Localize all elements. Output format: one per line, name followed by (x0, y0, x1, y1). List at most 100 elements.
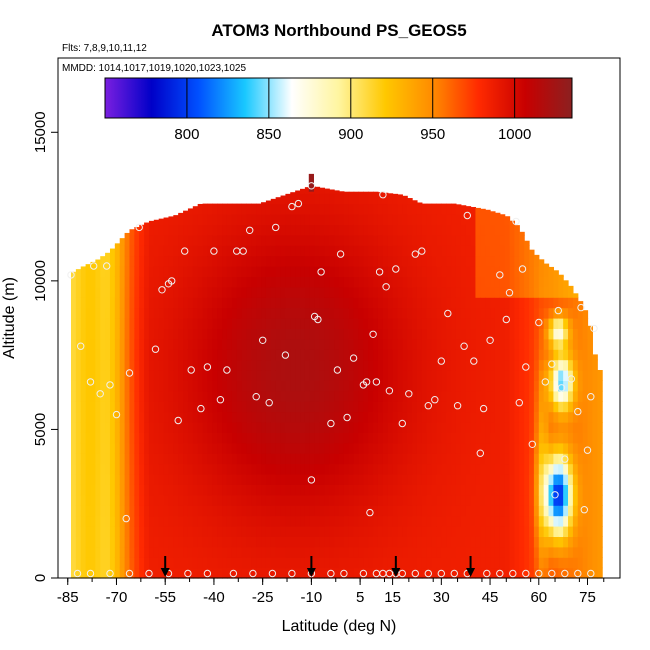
heatmap-cell (300, 370, 306, 381)
heatmap-cell (202, 307, 209, 319)
heatmap-cell (246, 318, 252, 329)
heatmap-cell (187, 297, 194, 309)
heatmap-cell (334, 474, 340, 485)
heatmap-cell (134, 234, 140, 246)
heatmap-cell (158, 276, 165, 288)
heatmap-cell (563, 474, 569, 485)
heatmap-cell (348, 370, 355, 381)
sample-point (268, 569, 277, 578)
sample-point (437, 357, 445, 365)
heatmap-cell (144, 505, 150, 517)
heatmap-cell (95, 494, 101, 506)
heatmap-cell (475, 494, 481, 506)
sample-point (470, 357, 478, 365)
heatmap-cell (485, 463, 491, 475)
heatmap-cell (358, 245, 364, 257)
heatmap-cell (173, 526, 179, 537)
heatmap-cell (548, 515, 554, 527)
heatmap-cell (295, 276, 301, 288)
heatmap-cell (504, 463, 511, 475)
heatmap-cell (226, 349, 233, 361)
heatmap-cell (231, 266, 238, 277)
sample-point (583, 446, 592, 454)
heatmap-cell (485, 307, 491, 319)
heatmap-cell (236, 442, 243, 454)
heatmap-cell (100, 411, 106, 423)
heatmap-cell (187, 318, 194, 329)
heatmap-cell (163, 370, 170, 381)
heatmap-cell (538, 401, 545, 413)
heatmap-cell (290, 557, 296, 569)
sample-point (307, 476, 316, 484)
heatmap-cell (480, 536, 486, 548)
heatmap-cell (105, 255, 111, 267)
heatmap-cell (173, 505, 179, 517)
heatmap-cell (197, 526, 204, 537)
heatmap-cell (95, 359, 101, 371)
heatmap-cell (217, 297, 223, 309)
heatmap-cell (251, 359, 257, 371)
heatmap-cell (319, 515, 325, 527)
heatmap-cell (241, 349, 248, 361)
heatmap-cell (212, 359, 218, 371)
heatmap-cell (134, 307, 140, 319)
heatmap-cell (295, 505, 301, 517)
sample-point (106, 381, 114, 389)
heatmap-cell (246, 234, 252, 246)
heatmap-cell (553, 453, 559, 465)
heatmap-cell (538, 536, 545, 548)
heatmap-cell (285, 453, 291, 465)
heatmap-cell (231, 370, 238, 381)
heatmap-cell (265, 390, 272, 402)
heatmap-cell (480, 390, 486, 402)
heatmap-cell (202, 349, 209, 361)
heatmap-cell (70, 286, 77, 298)
heatmap-cell (353, 297, 360, 309)
heatmap-cell (382, 349, 389, 361)
heatmap-cell (134, 255, 140, 267)
heatmap-cell (236, 318, 243, 329)
heatmap-cell (178, 474, 184, 485)
heatmap-cell (402, 370, 408, 381)
heatmap-cell (202, 328, 209, 340)
heatmap-cell (392, 193, 399, 205)
heatmap-cell (392, 494, 399, 506)
heatmap-cell (251, 214, 257, 225)
heatmap-cell (446, 432, 452, 444)
heatmap-cell (529, 536, 535, 548)
heatmap-cell (416, 359, 423, 371)
heatmap-cell (514, 234, 520, 246)
heatmap-cell (529, 255, 535, 267)
heatmap-cell (377, 193, 384, 205)
heatmap-cell (212, 307, 218, 319)
heatmap-cell (105, 432, 111, 444)
heatmap-cell (524, 297, 530, 309)
heatmap-cell (183, 328, 189, 340)
heatmap-cell (153, 484, 160, 496)
heatmap-cell (251, 557, 257, 569)
heatmap-cell (246, 422, 252, 433)
sample-point (343, 413, 351, 422)
heatmap-cell (309, 255, 316, 267)
heatmap-cell (251, 370, 257, 381)
heatmap-cell (222, 338, 228, 350)
heatmap-cell (343, 484, 350, 496)
heatmap-cell (485, 370, 491, 381)
heatmap-cell (300, 276, 306, 288)
heatmap-cell (470, 276, 477, 288)
heatmap-cell (475, 526, 481, 537)
heatmap-cell (353, 276, 360, 288)
heatmap-cell (553, 432, 559, 444)
heatmap-cell (499, 536, 506, 548)
heatmap-cell (70, 401, 77, 413)
heatmap-cell (343, 546, 350, 558)
heatmap-cell (402, 195, 408, 205)
heatmap-cell (421, 370, 428, 381)
heatmap-cell (85, 515, 92, 527)
heatmap-cell (455, 380, 462, 392)
heatmap-cell (158, 359, 165, 371)
heatmap-cell (397, 266, 403, 277)
heatmap-cell (587, 463, 593, 475)
heatmap-cell (538, 266, 545, 277)
heatmap-cell (183, 411, 189, 423)
